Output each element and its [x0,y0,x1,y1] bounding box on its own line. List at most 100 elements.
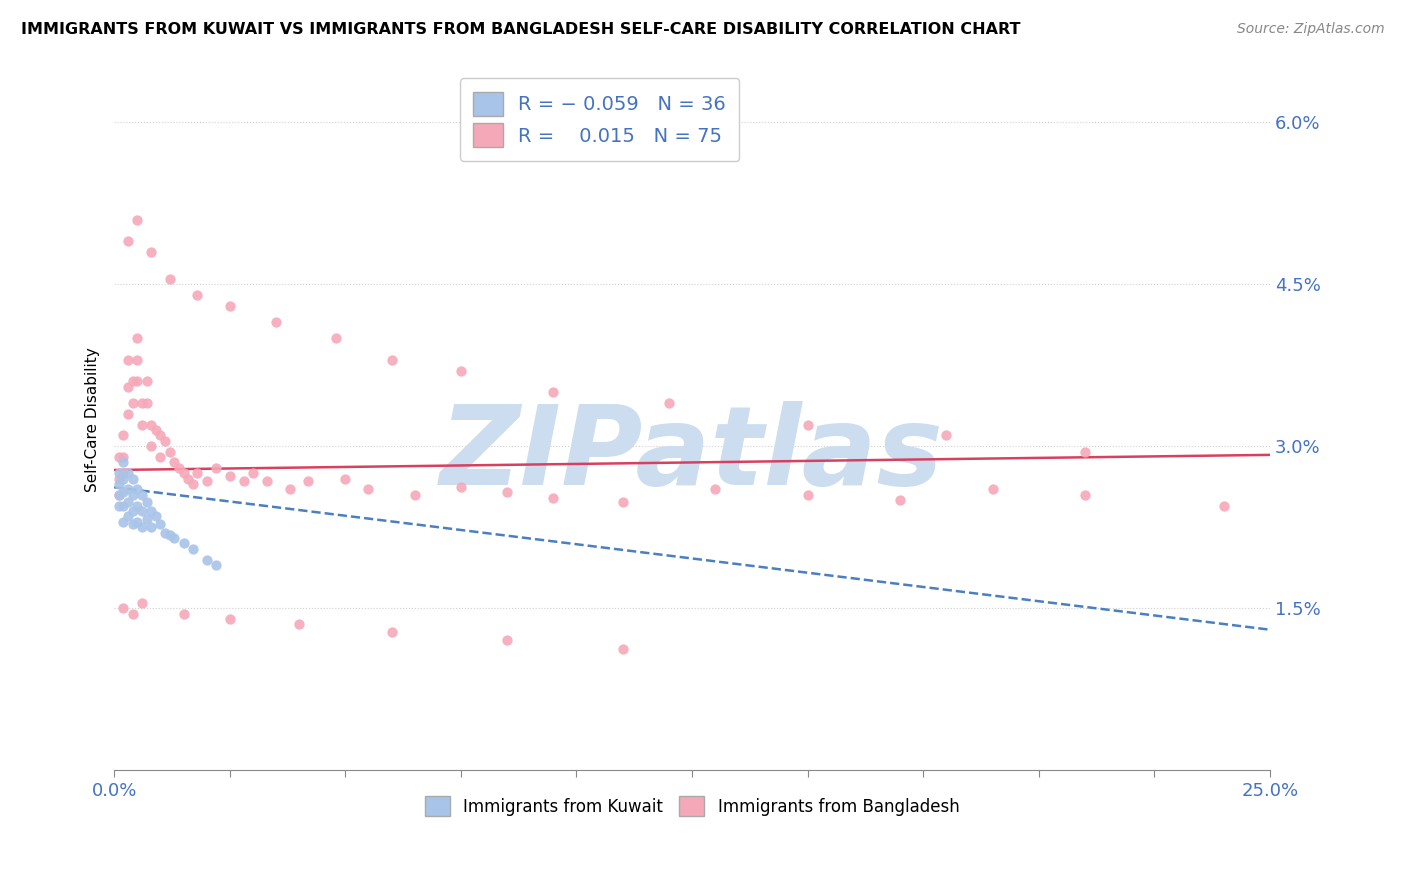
Point [149,450,172,464]
Point [131,396,153,410]
Point [145,423,167,437]
Point [121,607,143,621]
Text: ZIPatlas: ZIPatlas [440,401,943,508]
Point [112,428,135,442]
Point [121,516,143,531]
Point [112,472,135,486]
Point [121,472,143,486]
Point [404,488,426,502]
Point [186,467,208,481]
Point [141,417,163,432]
Point [981,483,1004,497]
Point [256,474,278,488]
Point [112,455,135,469]
Point [496,484,519,499]
Point [149,428,172,442]
Point [218,469,240,483]
Point [127,352,149,367]
Point [127,375,149,389]
Point [117,509,139,524]
Point [117,483,139,497]
Point [181,541,204,556]
Point [195,552,218,566]
Point [1074,444,1097,458]
Point [135,511,157,525]
Point [127,331,149,345]
Point [195,474,218,488]
Point [149,516,172,531]
Point [131,504,153,518]
Point [186,288,208,302]
Point [112,499,135,513]
Point [121,396,143,410]
Point [381,352,404,367]
Point [612,642,634,657]
Point [450,364,472,378]
Point [117,467,139,481]
Point [163,455,186,469]
Text: IMMIGRANTS FROM KUWAIT VS IMMIGRANTS FROM BANGLADESH SELF-CARE DISABILITY CORREL: IMMIGRANTS FROM KUWAIT VS IMMIGRANTS FRO… [21,22,1021,37]
Point [108,488,131,502]
Legend: Immigrants from Kuwait, Immigrants from Bangladesh: Immigrants from Kuwait, Immigrants from … [416,788,967,825]
Point [117,352,139,367]
Point [141,520,163,534]
Point [112,467,135,481]
Point [135,396,157,410]
Point [159,527,181,541]
Point [141,504,163,518]
Point [173,607,195,621]
Point [1212,499,1234,513]
Point [357,483,380,497]
Point [335,472,357,486]
Point [145,509,167,524]
Point [108,472,131,486]
Point [117,380,139,394]
Point [205,460,228,475]
Point [153,525,176,540]
Point [112,484,135,499]
Point [796,417,818,432]
Point [131,488,153,502]
Point [543,385,565,400]
Point [141,244,163,259]
Point [381,624,404,639]
Point [121,504,143,518]
Point [889,493,911,508]
Point [121,488,143,502]
Point [121,375,143,389]
Point [108,488,131,502]
Point [181,477,204,491]
Point [496,633,519,648]
Point [131,596,153,610]
Point [112,450,135,464]
Point [288,617,311,632]
Point [658,396,681,410]
Point [112,601,135,615]
Point [612,495,634,509]
Point [242,467,264,481]
Point [173,467,195,481]
Point [205,558,228,572]
Point [218,612,240,626]
Point [297,474,319,488]
Point [131,417,153,432]
Point [264,315,287,329]
Point [135,495,157,509]
Point [135,375,157,389]
Point [232,474,254,488]
Point [177,472,200,486]
Point [108,450,131,464]
Point [796,488,818,502]
Point [112,515,135,529]
Point [159,444,181,458]
Text: Source: ZipAtlas.com: Source: ZipAtlas.com [1237,22,1385,37]
Point [543,491,565,505]
Point [117,234,139,248]
Point [450,480,472,494]
Point [167,460,190,475]
Point [325,331,347,345]
Point [108,477,131,491]
Point [1074,488,1097,502]
Point [108,467,131,481]
Point [127,499,149,513]
